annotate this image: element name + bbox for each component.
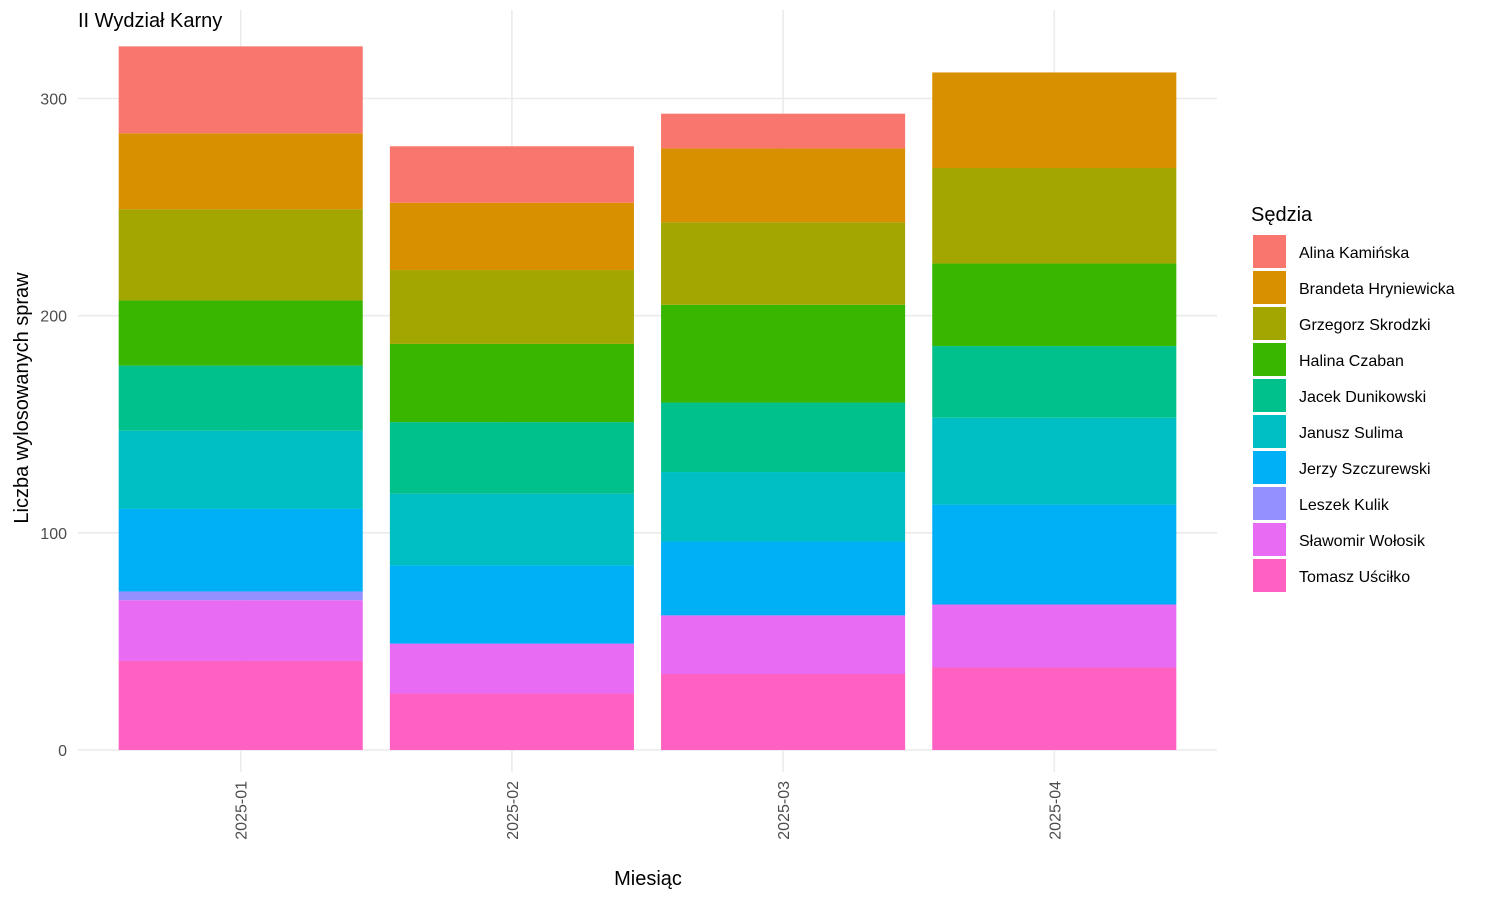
legend-label: Brandeta Hryniewicka	[1299, 281, 1455, 298]
y-axis-title: Liczba wylosowanych spraw	[11, 272, 33, 524]
bar-segment	[661, 615, 906, 674]
bar-segment	[932, 667, 1177, 750]
bar-segment	[118, 46, 363, 134]
bar-segment	[932, 263, 1177, 347]
bar-segment	[118, 209, 363, 301]
bar-segment	[118, 508, 363, 592]
bar-segment	[661, 472, 906, 542]
x-axis-title: Miesiąc	[614, 868, 682, 890]
legend-key	[1253, 559, 1286, 592]
legend-label: Tomasz Uściłko	[1299, 569, 1410, 586]
legend-label: Jerzy Szczurewski	[1299, 461, 1431, 478]
bar-segment	[661, 673, 906, 750]
bar-segment	[661, 113, 906, 149]
bar-segment	[932, 604, 1177, 668]
y-tick-label: 0	[58, 743, 67, 760]
legend-label: Grzegorz Skrodzki	[1299, 317, 1431, 334]
legend-key	[1253, 523, 1286, 556]
y-tick-label: 300	[40, 92, 67, 109]
bar-segment	[661, 541, 906, 616]
bar-segment	[118, 600, 363, 661]
bar-segment	[389, 493, 634, 566]
legend-label: Jacek Dunikowski	[1299, 389, 1426, 406]
legend-label: Leszek Kulik	[1299, 497, 1390, 514]
bar-segment	[389, 343, 634, 423]
legend-label: Janusz Sulima	[1299, 425, 1403, 442]
legend-key	[1253, 343, 1286, 376]
y-axis-ticks: 0 100 200 300	[40, 92, 67, 761]
bar-segment	[661, 402, 906, 473]
legend: Sędzia Alina Kamińska Brandeta Hryniewick…	[1251, 204, 1455, 592]
bar-segment	[389, 565, 634, 644]
legend-key	[1253, 235, 1286, 268]
bar-segment	[932, 504, 1177, 605]
bar-segment	[389, 270, 634, 344]
bar-segment	[932, 346, 1177, 418]
legend-label: Alina Kamińska	[1299, 245, 1409, 262]
bar-segment	[389, 146, 634, 203]
legend-key	[1253, 415, 1286, 448]
bar-segment	[118, 591, 363, 601]
y-tick-label: 100	[40, 526, 67, 543]
bar-segment	[932, 72, 1177, 168]
chart-title: II Wydział Karny	[78, 10, 222, 32]
legend-title: Sędzia	[1251, 204, 1313, 226]
bar-segment	[932, 167, 1177, 264]
legend-key	[1253, 271, 1286, 304]
legend-label: Sławomir Wołosik	[1299, 533, 1426, 550]
legend-label: Halina Czaban	[1299, 353, 1404, 370]
bar-segment	[932, 417, 1177, 505]
bar-segment	[118, 365, 363, 431]
x-tick-label: 2025-01	[234, 781, 251, 840]
x-tick-label: 2025-03	[776, 781, 793, 840]
bar-segment	[118, 430, 363, 509]
bars	[118, 46, 1177, 750]
y-tick-label: 200	[40, 309, 67, 326]
legend-key	[1253, 451, 1286, 484]
bar-segment	[389, 693, 634, 750]
x-tick-label: 2025-04	[1047, 781, 1064, 840]
bar-segment	[118, 300, 363, 366]
bar-segment	[389, 643, 634, 694]
bar-segment	[661, 222, 906, 305]
legend-key	[1253, 487, 1286, 520]
bar-segment	[389, 202, 634, 271]
legend-key	[1253, 379, 1286, 412]
legend-key	[1253, 307, 1286, 340]
bar-segment	[389, 422, 634, 494]
bar-segment	[118, 660, 363, 750]
bar-segment	[661, 148, 906, 223]
x-axis-ticks: 2025-01 2025-02 2025-03 2025-04	[234, 781, 1065, 840]
x-tick-label: 2025-02	[505, 781, 522, 840]
bar-segment	[118, 133, 363, 210]
bar-segment	[661, 304, 906, 403]
